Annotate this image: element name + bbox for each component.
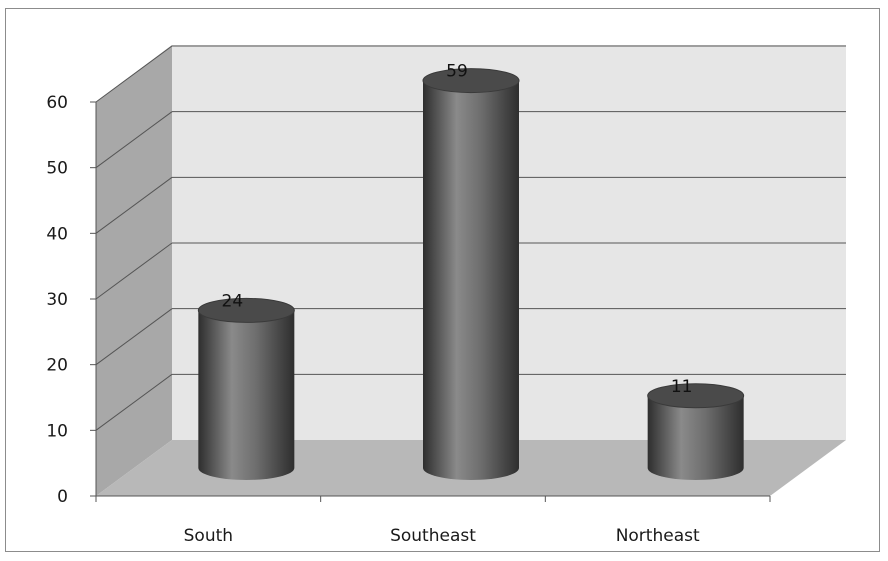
y-tick-label: 40 — [46, 224, 68, 244]
data-labels: 24 59 11 — [222, 62, 693, 397]
y-axis: 0 10 20 30 40 50 60 — [46, 93, 96, 507]
data-label: 59 — [446, 62, 468, 82]
bar-top — [197, 297, 295, 323]
y-tick-label: 50 — [46, 159, 68, 179]
gridline — [95, 111, 173, 169]
x-tick-label: Northeast — [616, 526, 700, 546]
x-axis: South Southeast Northeast — [95, 496, 771, 546]
bars — [197, 68, 745, 481]
y-tick-label: 30 — [46, 290, 68, 310]
gridline — [95, 45, 173, 103]
bar-body — [647, 395, 744, 480]
bar-body — [198, 310, 295, 480]
x-tick-label: South — [184, 526, 233, 546]
bar-body — [423, 80, 519, 481]
x-tick-label: Southeast — [390, 526, 476, 546]
y-tick-label: 10 — [46, 421, 68, 441]
gridline — [95, 176, 173, 234]
data-label: 11 — [671, 377, 693, 397]
gridline — [95, 242, 173, 300]
bar-south — [197, 297, 295, 480]
bar-top — [647, 383, 745, 409]
bar-southeast — [422, 68, 520, 481]
bar-top — [422, 68, 520, 94]
gridline — [95, 373, 173, 431]
y-tick-label: 0 — [57, 487, 68, 507]
gridline — [95, 308, 173, 366]
bar-northeast — [647, 383, 745, 480]
y-tick-label: 20 — [46, 356, 68, 376]
y-tick-label: 60 — [46, 93, 68, 113]
data-label: 24 — [222, 291, 244, 311]
